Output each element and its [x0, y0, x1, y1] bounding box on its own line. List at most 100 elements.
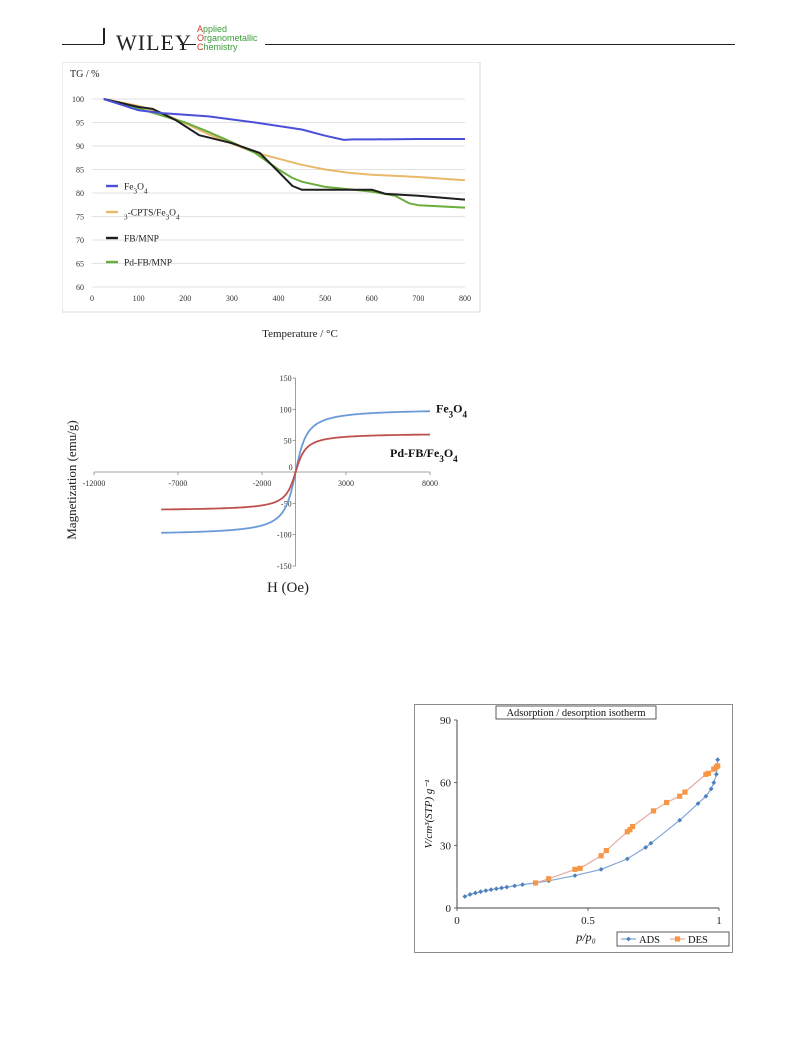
tga-y-tick-label: 75 — [76, 213, 84, 222]
iso-des-point — [627, 827, 633, 833]
iso-legend-label-des: DES — [688, 935, 708, 946]
tga-x-tick-label: 400 — [273, 294, 285, 303]
header-rule-mid — [180, 44, 196, 45]
tga-y-tick-label: 65 — [76, 260, 84, 269]
tga-y-tick-label: 70 — [76, 236, 84, 245]
iso-ads-point — [598, 866, 604, 872]
tga-legend-label: FB/MNP — [124, 235, 159, 245]
tga-chart: TG / % Temperature / °C 60 65 70 75 80 85 90 95… — [61, 61, 481, 340]
iso-y-tick-label: 60 — [440, 778, 452, 790]
tga-x-tick-label: 700 — [412, 294, 424, 303]
tga-x-tick-label: 500 — [319, 294, 331, 303]
tga-x-tick-label: 800 — [459, 294, 471, 303]
mag-x-tick-label: 3000 — [338, 479, 354, 488]
isotherm-x-label: p/p₀ — [575, 930, 596, 944]
isotherm-chart: Adsorption / desorption isotherm V/cm³(S… — [414, 704, 733, 953]
iso-y-tick-label: 30 — [440, 840, 452, 852]
iso-ads-point — [703, 793, 709, 799]
header-tick — [103, 28, 105, 44]
iso-des-point — [664, 799, 670, 806]
iso-ads-point — [520, 882, 525, 888]
journal-logo: Applied Organometallic Chemistry — [197, 24, 258, 52]
iso-legend-label-ads: ADS — [639, 935, 660, 946]
mag-y-tick-label: 100 — [280, 405, 292, 414]
iso-des-point — [705, 770, 712, 776]
isotherm-chart-panel: Adsorption / desorption isotherm V/cm³(S… — [414, 704, 734, 954]
isotherm-frame — [414, 704, 733, 953]
iso-legend-marker-ads — [626, 936, 631, 942]
iso-ads-point — [483, 888, 489, 894]
mag-y-tick-label: 0 — [289, 463, 293, 472]
iso-ads-point — [624, 856, 630, 862]
mag-x-tick-label: -12000 — [83, 479, 106, 488]
iso-legend-marker-des — [674, 936, 681, 942]
header-rule-right — [265, 44, 735, 45]
magnetization-chart: Magnetization (emu/g) H (Oe) -150-100-50… — [64, 374, 468, 596]
mag-series-label: Pd-FB/Fe3O4 — [390, 446, 458, 464]
tga-x-tick-label: 200 — [179, 294, 191, 303]
tga-y-tick-label: 100 — [72, 95, 84, 104]
isotherm-y-label: V/cm³(STP) g⁻¹ — [423, 780, 435, 849]
iso-ads-point — [713, 771, 719, 777]
iso-ads-point — [467, 892, 473, 897]
tga-y-tick-label: 85 — [76, 166, 84, 175]
mag-x-tick-label: 8000 — [422, 479, 438, 488]
page-header: WILEY Applied Organometallic Chemistry — [0, 0, 793, 60]
tga-y-label: TG / % — [70, 69, 99, 80]
tga-y-tick-label: 95 — [76, 119, 84, 128]
mag-y-tick-label: -100 — [277, 531, 292, 540]
iso-x-tick-label: 0 — [454, 915, 460, 927]
tga-x-tick-label: 0 — [90, 294, 94, 303]
tga-y-tick-label: 90 — [76, 142, 84, 151]
iso-des-point — [711, 766, 717, 772]
iso-des-point — [572, 866, 578, 872]
tga-legend-label: 3-CPTS/Fe3O4 — [124, 209, 180, 222]
iso-des-point — [713, 764, 719, 770]
iso-des-point — [629, 823, 636, 830]
iso-ads-point — [488, 887, 494, 893]
iso-ads-point — [708, 786, 714, 792]
iso-des-point — [598, 853, 604, 859]
iso-ads-point — [695, 801, 701, 806]
tga-x-tick-label: 300 — [226, 294, 238, 303]
iso-des-point — [650, 808, 657, 814]
tga-x-label: Temperature / °C — [262, 328, 338, 340]
iso-ads-point — [643, 845, 649, 850]
iso-des-point — [703, 771, 709, 777]
iso-y-tick-label: 90 — [440, 715, 452, 727]
mag-series-line-1 — [161, 433, 430, 511]
tga-legend-label: Pd-FB/MNP — [124, 259, 172, 269]
magnetization-chart-panel: Magnetization (emu/g) H (Oe) -150 -100 -50… — [60, 370, 500, 600]
iso-ads-point — [462, 894, 468, 899]
iso-x-tick-label: 0.5 — [581, 915, 595, 927]
isotherm-title: Adsorption / desorption isotherm — [506, 708, 645, 719]
mag-x-tick-label: -7000 — [169, 479, 188, 488]
tga-x-tick-label: 100 — [133, 294, 145, 303]
iso-des-point — [624, 829, 630, 835]
iso-des-point — [682, 789, 688, 795]
iso-des-point — [577, 865, 583, 871]
iso-ads-point — [504, 884, 510, 890]
tga-y-tick-label: 60 — [76, 283, 84, 292]
mag-x-label: H (Oe) — [267, 580, 309, 596]
mag-x-tick-label: -2000 — [253, 479, 272, 488]
iso-ads-point — [499, 885, 504, 891]
tga-chart-panel: TG / % Temperature / °C 60 65 70 75 80 85 90 95… — [61, 61, 482, 352]
iso-des-point — [533, 880, 539, 886]
mag-y-tick-label: 150 — [280, 374, 292, 383]
iso-des-point — [677, 793, 683, 799]
tga-series-line-0 — [103, 98, 465, 141]
iso-x-tick-label: 1 — [716, 915, 722, 927]
iso-des-point — [603, 847, 609, 854]
mag-y-label: Magnetization (emu/g) — [64, 420, 79, 540]
iso-ads-point — [478, 889, 483, 895]
iso-ads-point — [493, 886, 499, 892]
iso-ads-point — [711, 780, 717, 786]
mag-y-tick-label: 50 — [284, 437, 292, 446]
header-rule-left — [62, 44, 104, 45]
iso-ads-point — [677, 817, 683, 823]
iso-ads-point — [572, 873, 578, 879]
mag-series-label: Fe3O4 — [436, 402, 468, 420]
tga-y-tick-label: 80 — [76, 189, 84, 198]
iso-ads-point — [512, 883, 518, 889]
